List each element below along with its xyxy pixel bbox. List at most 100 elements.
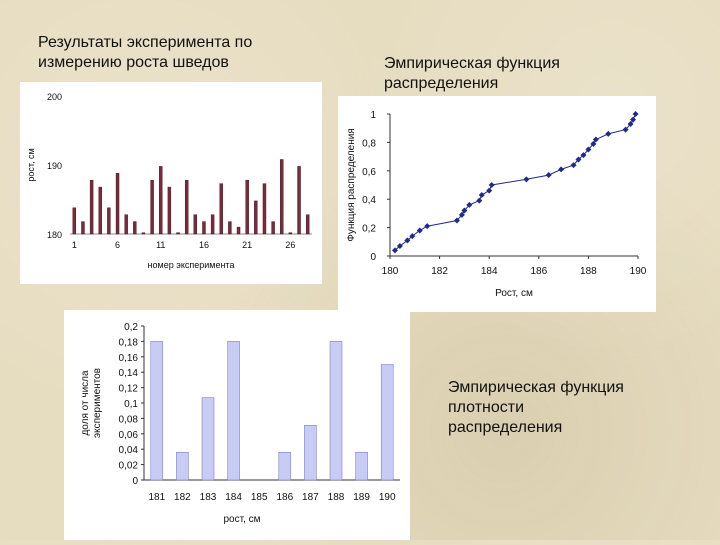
x-tick-label: 188 <box>580 266 597 277</box>
cdf-point <box>409 233 416 240</box>
height-bar <box>288 232 293 235</box>
height-bar <box>176 232 180 235</box>
x-tick-label: 187 <box>302 492 319 503</box>
height-bar <box>236 226 241 235</box>
height-bar <box>81 221 85 235</box>
density-bar <box>380 364 394 481</box>
cdf-point <box>592 136 599 143</box>
density-bar <box>355 452 368 481</box>
cdf-point <box>391 247 398 254</box>
density-bar <box>278 452 292 481</box>
height-bar <box>72 207 77 235</box>
caption-experiment-results: Результаты эксперимента по измерению рос… <box>38 34 253 71</box>
y-tick-label: 0 <box>132 476 138 487</box>
x-tick-label: 26 <box>285 240 295 250</box>
cdf-point <box>488 182 495 188</box>
y-tick-label: 0,1 <box>124 399 138 410</box>
height-bar <box>193 214 198 235</box>
height-bar <box>219 183 223 235</box>
y-axis-label: рост, см <box>26 148 36 181</box>
height-bar <box>262 183 267 235</box>
cdf-point <box>627 120 634 127</box>
x-tick-label: 6 <box>115 240 120 250</box>
y-axis-label-line2: экспериментов <box>92 368 103 438</box>
height-bar <box>150 179 154 235</box>
heights-chart-panel: 180 190 200 1 6 11 16 21 26 номер эксперимента рос… <box>20 82 322 284</box>
density-bar <box>201 397 215 481</box>
cdf-point <box>416 227 423 234</box>
x-tick-label: 189 <box>353 492 370 503</box>
cdf-point <box>424 223 431 230</box>
x-tick-label: 181 <box>148 492 165 503</box>
caption-empirical-cdf: Эмпирическая функция распределения <box>384 55 560 92</box>
x-tick-label: 190 <box>379 492 396 503</box>
cdf-point <box>458 211 465 218</box>
x-tick-label: 11 <box>156 240 165 250</box>
y-tick-label: 0,6 <box>362 167 376 178</box>
y-axis-label-line1: доля от числа <box>80 370 91 436</box>
height-bar <box>271 221 275 235</box>
x-tick-label: 21 <box>242 240 252 250</box>
x-tick-label: 184 <box>481 266 498 277</box>
y-tick-label: 0,08 <box>119 414 139 425</box>
x-tick-label: 185 <box>251 492 268 503</box>
x-tick-label: 1 <box>72 240 77 250</box>
y-tick-label: 0,2 <box>362 224 376 235</box>
cdf-point <box>632 111 639 117</box>
cdf-point <box>466 201 473 208</box>
x-tick-label: 190 <box>630 266 647 277</box>
density-bar <box>176 452 189 481</box>
y-tick-label: 0,16 <box>119 353 139 364</box>
y-tick-label: 0,2 <box>124 322 138 333</box>
cdf-point <box>622 126 629 133</box>
x-tick-label: 180 <box>382 266 399 277</box>
density-bar <box>304 425 317 481</box>
cdf-point <box>580 152 587 159</box>
density-chart-panel: 0 0,02 0,04 0,06 0,08 0,1 0,12 0,14 0,16 0,18 0,2 1… <box>64 310 410 540</box>
height-bar <box>297 166 301 235</box>
x-tick-label: 182 <box>431 266 448 277</box>
height-bar <box>254 200 258 235</box>
x-axis-label: рост, см <box>223 514 260 525</box>
x-tick-label: 186 <box>276 492 293 503</box>
height-bar <box>210 214 215 235</box>
height-bar <box>133 221 137 235</box>
y-tick-label: 0,8 <box>362 138 376 149</box>
y-tick-label: 0,04 <box>119 445 139 456</box>
height-bar <box>202 221 206 235</box>
cdf-point <box>396 243 403 250</box>
height-bar <box>305 214 310 235</box>
height-bar <box>107 207 111 235</box>
x-tick-label: 186 <box>530 266 547 277</box>
density-chart: 0 0,02 0,04 0,06 0,08 0,1 0,12 0,14 0,16 0,18 0,2 1… <box>80 322 400 525</box>
cdf-chart-panel: 0 0,2 0,4 0,6 0,8 1 180 182 184 186 188 190 Рост, см… <box>338 96 656 312</box>
cdf-point <box>478 191 485 198</box>
height-bar <box>280 159 284 235</box>
y-tick-label: 190 <box>47 161 62 171</box>
cdf-point <box>575 156 582 163</box>
cdf-point <box>486 187 493 194</box>
height-bar <box>115 173 120 235</box>
cdf-point <box>461 207 468 214</box>
x-axis-label: номер эксперимента <box>148 260 235 270</box>
density-bar <box>150 341 164 481</box>
cdf-point <box>545 172 552 179</box>
caption-empirical-density: Эмпирическая функция плотности распредел… <box>448 379 624 436</box>
height-bar <box>159 166 163 235</box>
density-bar <box>329 341 343 481</box>
cdf-line <box>394 113 636 251</box>
height-bar <box>89 179 94 235</box>
density-bar <box>227 341 240 481</box>
y-tick-label: 0,4 <box>362 195 376 206</box>
cdf-point <box>558 166 565 173</box>
y-tick-label: 0,02 <box>119 461 139 472</box>
x-tick-label: 188 <box>328 492 345 503</box>
x-tick-label: 183 <box>200 492 217 503</box>
cdf-point <box>585 146 592 153</box>
y-axis-label: Функция распределения <box>346 128 357 241</box>
x-axis-label: Рост, см <box>495 288 533 299</box>
x-tick-label: 16 <box>199 240 209 250</box>
cdf-chart: 0 0,2 0,4 0,6 0,8 1 180 182 184 186 188 190 Рост, см… <box>346 110 647 299</box>
height-bar <box>228 221 232 235</box>
